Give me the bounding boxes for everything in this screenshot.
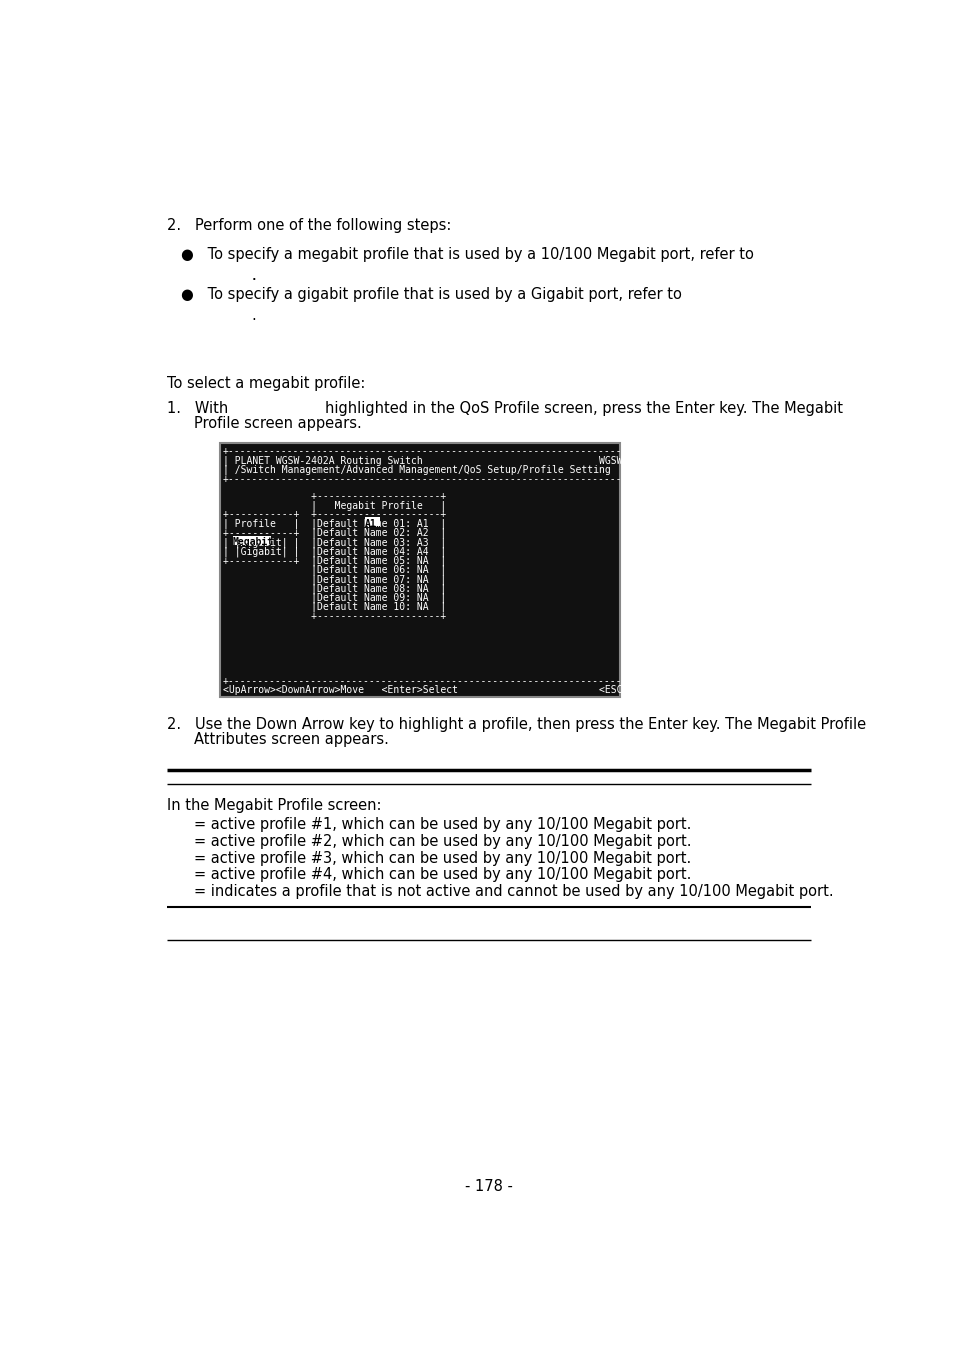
Text: |Default Name 07: NA  |: |Default Name 07: NA |	[223, 574, 446, 585]
Text: |Default Name 09: NA  |: |Default Name 09: NA |	[223, 593, 446, 603]
Text: ●   To specify a megabit profile that is used by a 10/100 Megabit port, refer to: ● To specify a megabit profile that is u…	[181, 247, 753, 262]
Text: +-----------+  +---------------------+: +-----------+ +---------------------+	[223, 509, 446, 519]
Text: 2.   Use the Down Arrow key to highlight a profile, then press the Enter key. Th: 2. Use the Down Arrow key to highlight a…	[167, 716, 865, 731]
Text: Attributes screen appears.: Attributes screen appears.	[194, 732, 389, 747]
Text: | Profile   |  |Default Name 01: A1  |: | Profile | |Default Name 01: A1 |	[223, 519, 446, 530]
Text: = active profile #2, which can be used by any 10/100 Megabit port.: = active profile #2, which can be used b…	[194, 834, 691, 848]
Bar	[233, 535, 271, 544]
Text: = active profile #1, which can be used by any 10/100 Megabit port.: = active profile #1, which can be used b…	[194, 816, 691, 832]
Text: .: .	[251, 308, 255, 323]
Text: +---------------------+: +---------------------+	[223, 490, 446, 501]
Text: Megabit: Megabit	[233, 538, 274, 547]
Text: 1.   With: 1. With	[167, 401, 229, 416]
Text: +-----------+  |Default Name 02: A2  |: +-----------+ |Default Name 02: A2 |	[223, 528, 446, 538]
Text: highlighted in the QoS Profile screen, press the Enter key. The Megabit: highlighted in the QoS Profile screen, p…	[324, 401, 841, 416]
Text: | |Megabit| |  |Default Name 03: A3  |: | |Megabit| | |Default Name 03: A3 |	[223, 538, 446, 547]
Text: A1: A1	[365, 519, 376, 528]
Text: +-----------+  |Default Name 05: NA  |: +-----------+ |Default Name 05: NA |	[223, 555, 446, 566]
Text: In the Megabit Profile screen:: In the Megabit Profile screen:	[167, 798, 381, 813]
Text: - 178 -: - 178 -	[464, 1178, 513, 1193]
Text: .: .	[251, 267, 255, 282]
Text: .: .	[251, 267, 255, 282]
Text: To select a megabit profile:: To select a megabit profile:	[167, 376, 365, 392]
Text: = active profile #4, which can be used by any 10/100 Megabit port.: = active profile #4, which can be used b…	[194, 867, 691, 882]
Text: Profile screen appears.: Profile screen appears.	[194, 416, 362, 431]
Text: +------------------------------------------------------------------------------+: +---------------------------------------…	[223, 446, 693, 457]
Text: |   Megabit Profile   |: | Megabit Profile |	[223, 500, 446, 511]
Bar	[220, 443, 619, 697]
Text: <UpArrow><DownArrow>Move   <Enter>Select                        <ESC>Previous: <UpArrow><DownArrow>Move <Enter>Select <…	[223, 685, 675, 694]
Text: +---------------------+: +---------------------+	[223, 611, 446, 621]
Text: = active profile #3, which can be used by any 10/100 Megabit port.: = active profile #3, which can be used b…	[194, 851, 691, 866]
Text: |Default Name 10: NA  |: |Default Name 10: NA |	[223, 601, 446, 612]
Text: |Default Name 08: NA  |: |Default Name 08: NA |	[223, 584, 446, 594]
Text: 2.   Perform one of the following steps:: 2. Perform one of the following steps:	[167, 219, 451, 234]
Text: |Default Name 06: NA  |: |Default Name 06: NA |	[223, 565, 446, 576]
Text: = indicates a profile that is not active and cannot be used by any 10/100 Megabi: = indicates a profile that is not active…	[194, 885, 833, 900]
Text: +------------------------------------------------------------------------------+: +---------------------------------------…	[223, 474, 693, 484]
Text: +------------------------------------------------------------------------------+: +---------------------------------------…	[223, 676, 693, 686]
Text: | PLANET WGSW-2402A Routing Switch                              WGSW-2402A |: | PLANET WGSW-2402A Routing Switch WGSW-…	[223, 455, 669, 466]
Bar	[365, 517, 380, 527]
Text: ●   To specify a gigabit profile that is used by a Gigabit port, refer to: ● To specify a gigabit profile that is u…	[181, 286, 681, 301]
Text: | /Switch Management/Advanced Management/QoS Setup/Profile Setting   admin |: | /Switch Management/Advanced Management…	[223, 465, 669, 476]
Text: | |Gigabit| |  |Default Name 04: A4  |: | |Gigabit| | |Default Name 04: A4 |	[223, 546, 446, 557]
